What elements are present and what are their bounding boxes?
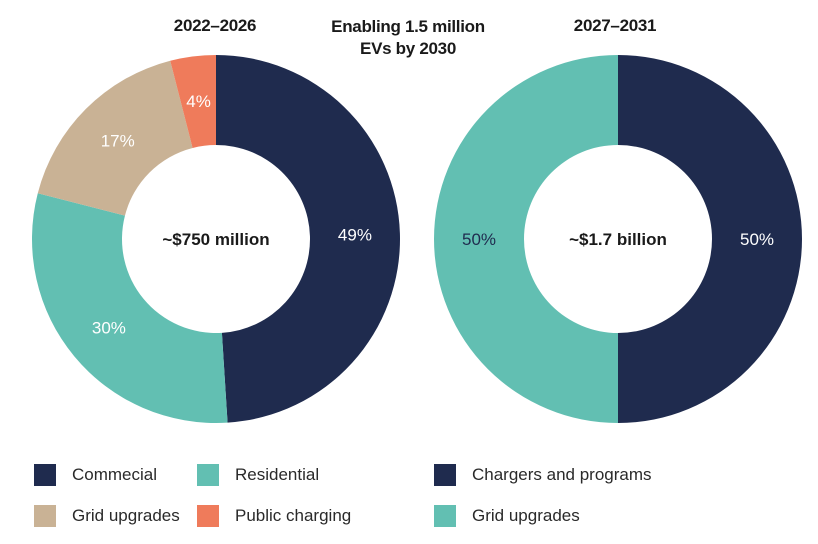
main-title: Enabling 1.5 million EVs by 2030: [318, 16, 498, 60]
legend-item-public-charging: Public charging: [197, 505, 351, 527]
legend-swatch-residential: [197, 464, 219, 486]
legend-label-residential: Residential: [235, 465, 320, 484]
center-label-0: ~$750 million: [162, 230, 269, 249]
legend-item-commecial: Commecial: [34, 464, 157, 486]
legend-item-chargers-and-programs: Chargers and programs: [434, 464, 652, 486]
slice-label-0-commecial: 49%: [338, 226, 372, 245]
legend-label-chargers-and-programs: Chargers and programs: [472, 465, 652, 484]
legend-swatch-commecial: [34, 464, 56, 486]
main-title-line-1: Enabling 1.5 million: [331, 17, 485, 36]
slice-label-1-chargers-and-programs: 50%: [740, 230, 774, 249]
slice-1-grid-upgrades: [434, 55, 618, 423]
chart-title-2022-2026: 2022–2026: [173, 16, 257, 35]
main-title-line-2: EVs by 2030: [360, 39, 456, 58]
legend-label-grid-upgrades-left: Grid upgrades: [72, 506, 180, 525]
slice-0-commecial: [216, 55, 401, 423]
slice-label-0-public-charging: 4%: [186, 92, 211, 111]
slice-0-public-charging: [170, 55, 216, 148]
legend-swatch-chargers-and-programs: [434, 464, 456, 486]
legend-label-public-charging: Public charging: [235, 506, 352, 525]
legend-swatch-grid-upgrades-right: [434, 505, 456, 527]
slice-0-grid-upgrades: [37, 60, 193, 216]
center-label-1: ~$1.7 billion: [569, 230, 667, 249]
legend-swatch-grid-upgrades-left: [34, 505, 56, 527]
slice-label-0-grid-upgrades: 17%: [101, 132, 135, 151]
slice-1-chargers-and-programs: [618, 55, 802, 423]
legend-item-residential: Residential: [197, 464, 319, 486]
slice-0-residential: [31, 193, 228, 424]
legend-label-commecial: Commecial: [72, 465, 158, 484]
chart-title-2027-2031: 2027–2031: [573, 16, 657, 35]
legend-label-grid-upgrades-right: Grid upgrades: [472, 506, 580, 525]
legend-item-grid-upgrades-left: Grid upgrades: [34, 505, 180, 527]
legend-swatch-public-charging: [197, 505, 219, 527]
legend-item-grid-upgrades-right: Grid upgrades: [434, 505, 580, 527]
slice-label-0-residential: 30%: [92, 319, 126, 338]
slice-label-1-grid-upgrades: 50%: [462, 230, 496, 249]
